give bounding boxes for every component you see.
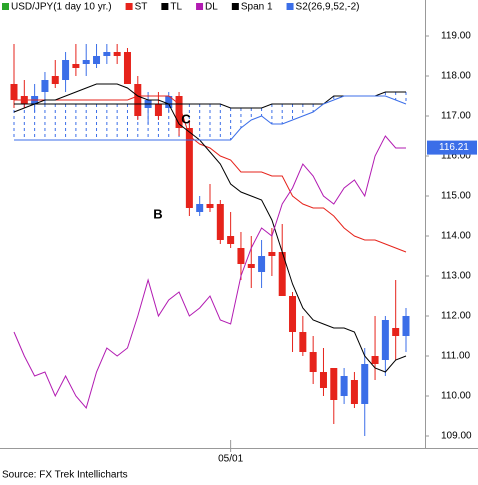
y-tick-label: 117.00: [441, 111, 471, 122]
legend-label: S2(26,9,52,-2): [296, 2, 360, 13]
legend-swatch: [2, 3, 9, 10]
legend-label: ST: [135, 2, 148, 13]
candle-body: [299, 332, 307, 352]
candle-body: [392, 328, 400, 336]
y-tick-label: 115.00: [441, 191, 471, 202]
candle-body: [175, 96, 183, 128]
candle-body: [123, 52, 131, 84]
candle-body: [319, 372, 327, 388]
line-1: [13, 83, 407, 373]
candle-body: [330, 368, 338, 400]
candle-body: [93, 56, 101, 64]
legend-label: USD/JPY(1 day 10 yr.): [11, 2, 112, 13]
line-2: [13, 135, 406, 410]
candle-body: [247, 264, 255, 268]
candle-body: [340, 376, 348, 396]
y-tick-label: 116.00: [441, 151, 471, 162]
legend-swatch: [161, 3, 169, 10]
candle-body: [72, 64, 80, 68]
candle-body: [62, 60, 70, 80]
x-tick-label: 05/01: [218, 454, 243, 465]
last-price: 116.21: [439, 142, 469, 153]
candle-body: [134, 84, 142, 116]
candle-body: [361, 364, 369, 404]
legend-label: TL: [170, 2, 182, 13]
candle-body: [10, 84, 18, 100]
candle-body: [41, 80, 49, 92]
annotation: B: [153, 206, 162, 221]
y-tick-label: 109.00: [441, 431, 472, 442]
y-tick-label: 119.00: [441, 31, 471, 42]
candle-body: [227, 236, 235, 244]
last-price-box: [427, 140, 477, 155]
candle-body: [278, 252, 286, 296]
annotation: C: [181, 111, 191, 126]
candle-body: [206, 204, 214, 208]
legend-swatch: [125, 3, 133, 10]
candle-body: [258, 256, 266, 272]
y-tick-label: 118.00: [441, 71, 471, 82]
source: Source: FX Trek Intellicharts: [2, 470, 128, 481]
candle-body: [82, 60, 90, 64]
y-tick-label: 114.00: [441, 231, 471, 242]
candle-body: [350, 380, 358, 404]
y-tick-label: 112.00: [441, 311, 471, 322]
line-4: [14, 95, 407, 141]
candle-body: [371, 356, 379, 364]
candle-body: [216, 204, 224, 240]
y-tick-label: 110.00: [441, 391, 471, 402]
candle-body: [268, 252, 276, 256]
line-3: [14, 91, 406, 109]
candle-body: [237, 248, 245, 264]
legend-swatch: [286, 3, 294, 10]
legend-label: Span 1: [241, 2, 273, 13]
candle-body: [402, 316, 410, 336]
candle-body: [289, 296, 297, 332]
y-tick-label: 113.00: [441, 271, 471, 282]
candle-body: [154, 104, 162, 116]
legend-label: DL: [205, 2, 218, 13]
y-tick-label: 111.00: [441, 351, 471, 362]
candle-body: [196, 204, 204, 212]
candle-body: [113, 52, 121, 56]
legend-swatch: [231, 3, 239, 10]
candle-body: [185, 128, 193, 208]
candle-body: [165, 96, 173, 108]
candle-body: [309, 352, 317, 372]
candle-body: [381, 320, 389, 360]
line-0: [14, 95, 407, 253]
legend-swatch: [196, 3, 204, 10]
candle-body: [51, 76, 59, 84]
candle-body: [103, 52, 111, 56]
